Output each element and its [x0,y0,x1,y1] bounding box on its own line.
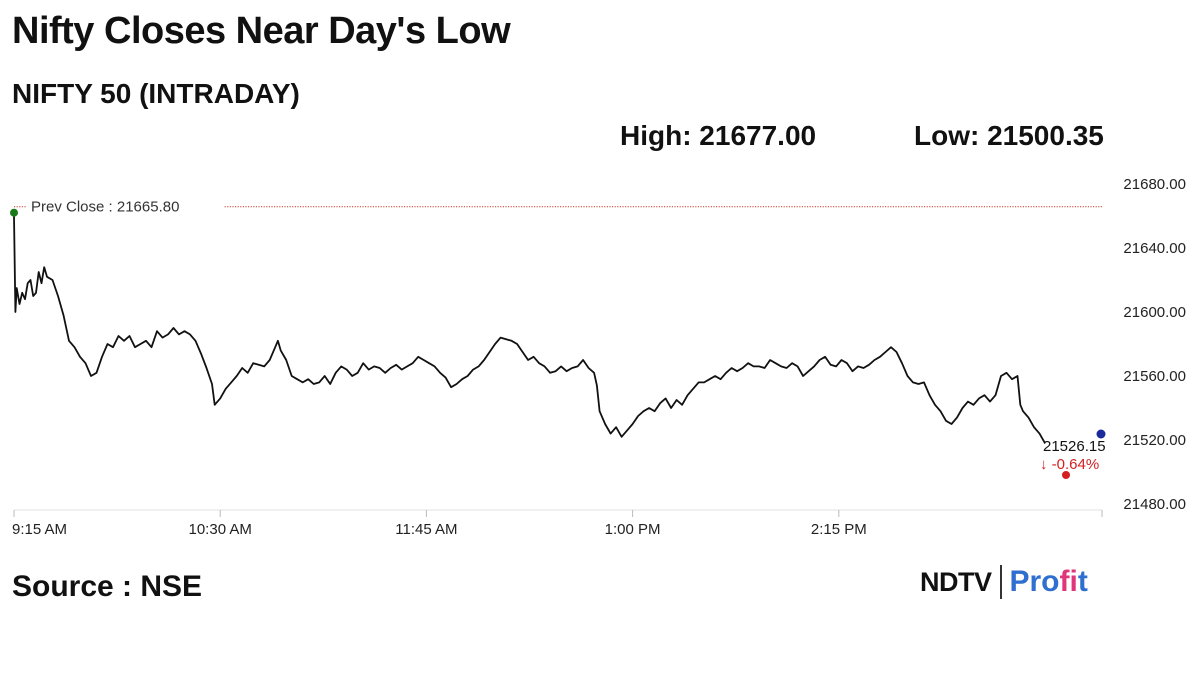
x-tick-label: 9:15 AM [12,521,67,538]
day-high: High: 21677.00 [620,120,817,151]
prev-close-group: Prev Close : 21665.80 [14,195,1102,216]
y-tick-label: 21680.00 [1123,176,1186,193]
x-tick-label: 2:15 PM [811,521,867,538]
chart-axes: 9:15 AM 10:30 AM 11:45 AM 1:00 PM 2:15 PM 214… [12,176,1186,538]
y-tick-label: 21520.00 [1123,432,1186,449]
prev-close-label: Prev Close : 21665.80 [31,199,179,216]
nifty-price-line [13,215,1046,444]
brand-ndtv: NDTV [920,566,992,597]
brand-logo: NDTV Profit [920,562,1088,602]
chart-subtitle: NIFTY 50 (INTRADAY) [12,78,300,109]
y-tick-label: 21640.00 [1123,240,1186,257]
brand-divider [999,565,1002,599]
y-tick-label: 21600.00 [1123,304,1186,321]
day-low: Low: 21500.35 [914,120,1104,151]
chart-title: Nifty Closes Near Day's Low [12,10,511,52]
series-group [10,208,1046,444]
y-tick-label: 21560.00 [1123,368,1186,385]
x-tick-label: 1:00 PM [605,521,661,538]
source-note: Source : NSE [12,570,203,603]
last-value-marker [1096,429,1106,439]
label-group: 21526.15↓ -0.64% [1040,429,1106,479]
y-tick-label: 21480.00 [1123,496,1186,513]
x-tick-label: 10:30 AM [189,521,252,538]
prev-close-label-bg [26,195,224,216]
brand-profit: Profit [1009,565,1088,598]
change-dot [1062,471,1070,479]
last-value-label: 21526.15 [1043,438,1106,455]
x-tick-label: 11:45 AM [395,521,457,538]
start-point-dot [10,208,18,217]
change-label: ↓ -0.64% [1040,456,1099,473]
